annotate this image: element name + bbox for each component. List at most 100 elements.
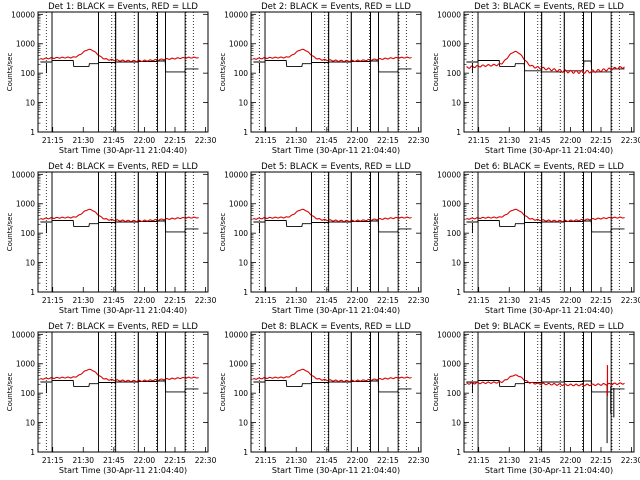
- x-tick-label: 22:30: [195, 456, 217, 465]
- y-tick-label: 10: [25, 259, 35, 268]
- y-tick-label: 10: [25, 419, 35, 428]
- panel-title: Det 5: BLACK = Events, RED = LLD: [261, 162, 411, 172]
- x-tick-label: 22:15: [164, 136, 186, 145]
- x-tick-label: 22:30: [621, 456, 640, 465]
- x-tick-label: 22:15: [164, 296, 186, 305]
- x-tick-label: 22:15: [164, 456, 186, 465]
- events-series-line: [40, 380, 199, 393]
- y-tick-label: 10: [451, 419, 461, 428]
- events-series-line: [253, 220, 412, 233]
- events-series-line: [466, 220, 625, 233]
- detector-panel-9: Det 9: BLACK = Events, RED = LLD Counts/s…: [432, 322, 640, 475]
- y-axis-label: Counts/sec: [6, 373, 14, 412]
- x-axis-label: Start Time (30-Apr-11 21:04:40): [272, 146, 400, 155]
- y-tick-label: 1: [243, 448, 248, 457]
- y-tick-label: 100: [234, 69, 249, 78]
- y-tick-label: 10: [25, 99, 35, 108]
- x-tick-label: 22:15: [377, 136, 399, 145]
- y-tick-label: 1000: [229, 200, 248, 209]
- y-tick-label: 10: [238, 419, 248, 428]
- y-tick-label: 1000: [442, 40, 461, 49]
- plot-frame: [37, 11, 209, 133]
- y-tick-label: 10: [451, 99, 461, 108]
- lld-series-line: [466, 50, 625, 75]
- detector-panel-4: Det 4: BLACK = Events, RED = LLD Counts/s…: [6, 162, 217, 315]
- x-tick-label: 21:30: [72, 456, 94, 465]
- x-tick-label: 22:30: [195, 296, 217, 305]
- y-tick-label: 1000: [16, 360, 35, 369]
- x-tick-label: 22:15: [377, 456, 399, 465]
- x-tick-label: 21:30: [72, 136, 94, 145]
- x-tick-label: 21:30: [285, 136, 307, 145]
- x-tick-label: 22:00: [134, 136, 156, 145]
- y-tick-label: 100: [21, 69, 36, 78]
- plot-frame: [37, 171, 209, 293]
- x-tick-label: 21:15: [42, 136, 64, 145]
- x-tick-label: 21:45: [316, 296, 338, 305]
- y-tick-label: 1000: [229, 360, 248, 369]
- y-tick-label: 100: [234, 389, 249, 398]
- plot-frame: [250, 331, 422, 453]
- x-tick-label: 21:45: [529, 456, 551, 465]
- y-axis-label: Counts/sec: [432, 213, 440, 252]
- y-tick-label: 10000: [11, 10, 35, 19]
- detector-panel-8: Det 8: BLACK = Events, RED = LLD Counts/s…: [219, 322, 430, 475]
- y-tick-label: 100: [447, 69, 462, 78]
- y-tick-label: 1: [456, 288, 461, 297]
- lld-series-line: [253, 208, 412, 223]
- y-tick-label: 1: [30, 288, 35, 297]
- plot-frame: [250, 11, 422, 133]
- x-tick-label: 22:30: [408, 136, 430, 145]
- y-tick-label: 100: [234, 229, 249, 238]
- detector-panel-1: Det 1: BLACK = Events, RED = LLD Counts/s…: [6, 2, 217, 155]
- x-axis-label: Start Time (30-Apr-11 21:04:40): [59, 146, 187, 155]
- panel-title: Det 7: BLACK = Events, RED = LLD: [48, 322, 198, 332]
- y-tick-label: 1000: [16, 200, 35, 209]
- x-tick-label: 21:15: [468, 136, 490, 145]
- y-tick-label: 1000: [442, 360, 461, 369]
- plot-frame: [463, 11, 635, 133]
- x-tick-label: 21:15: [42, 296, 64, 305]
- detector-panel-7: Det 7: BLACK = Events, RED = LLD Counts/s…: [6, 322, 217, 475]
- x-axis-label: Start Time (30-Apr-11 21:04:40): [485, 466, 613, 475]
- panel-title: Det 2: BLACK = Events, RED = LLD: [261, 2, 411, 12]
- y-axis-label: Counts/sec: [219, 213, 227, 252]
- y-tick-label: 1: [456, 128, 461, 137]
- lld-series-line: [40, 208, 199, 223]
- events-series-line: [466, 380, 625, 393]
- y-tick-label: 10: [451, 259, 461, 268]
- y-tick-label: 10000: [224, 10, 248, 19]
- y-tick-label: 100: [447, 389, 462, 398]
- y-axis-label: Counts/sec: [432, 373, 440, 412]
- y-tick-label: 10000: [224, 170, 248, 179]
- panel-title: Det 8: BLACK = Events, RED = LLD: [261, 322, 411, 332]
- x-tick-label: 22:00: [347, 296, 369, 305]
- y-tick-label: 10000: [437, 10, 461, 19]
- x-tick-label: 22:00: [347, 456, 369, 465]
- y-tick-label: 10: [238, 259, 248, 268]
- x-tick-label: 21:30: [285, 456, 307, 465]
- y-tick-label: 1000: [16, 40, 35, 49]
- x-tick-label: 22:00: [560, 296, 582, 305]
- lld-series-line: [253, 368, 412, 383]
- x-tick-label: 22:30: [621, 136, 640, 145]
- lld-series-line: [40, 48, 199, 63]
- x-tick-label: 21:45: [529, 296, 551, 305]
- x-axis-label: Start Time (30-Apr-11 21:04:40): [485, 146, 613, 155]
- y-tick-label: 1: [30, 448, 35, 457]
- x-tick-label: 21:15: [468, 456, 490, 465]
- x-tick-label: 21:45: [529, 136, 551, 145]
- y-tick-label: 10: [238, 99, 248, 108]
- y-tick-label: 100: [21, 389, 36, 398]
- y-tick-label: 1: [456, 448, 461, 457]
- events-series-line: [40, 220, 199, 233]
- events-series-line: [253, 380, 412, 393]
- events-series-line: [40, 60, 199, 73]
- x-axis-label: Start Time (30-Apr-11 21:04:40): [59, 306, 187, 315]
- x-tick-label: 22:00: [134, 296, 156, 305]
- x-axis-label: Start Time (30-Apr-11 21:04:40): [272, 306, 400, 315]
- x-tick-label: 22:00: [560, 456, 582, 465]
- plot-frame: [463, 171, 635, 293]
- x-tick-label: 21:30: [498, 456, 520, 465]
